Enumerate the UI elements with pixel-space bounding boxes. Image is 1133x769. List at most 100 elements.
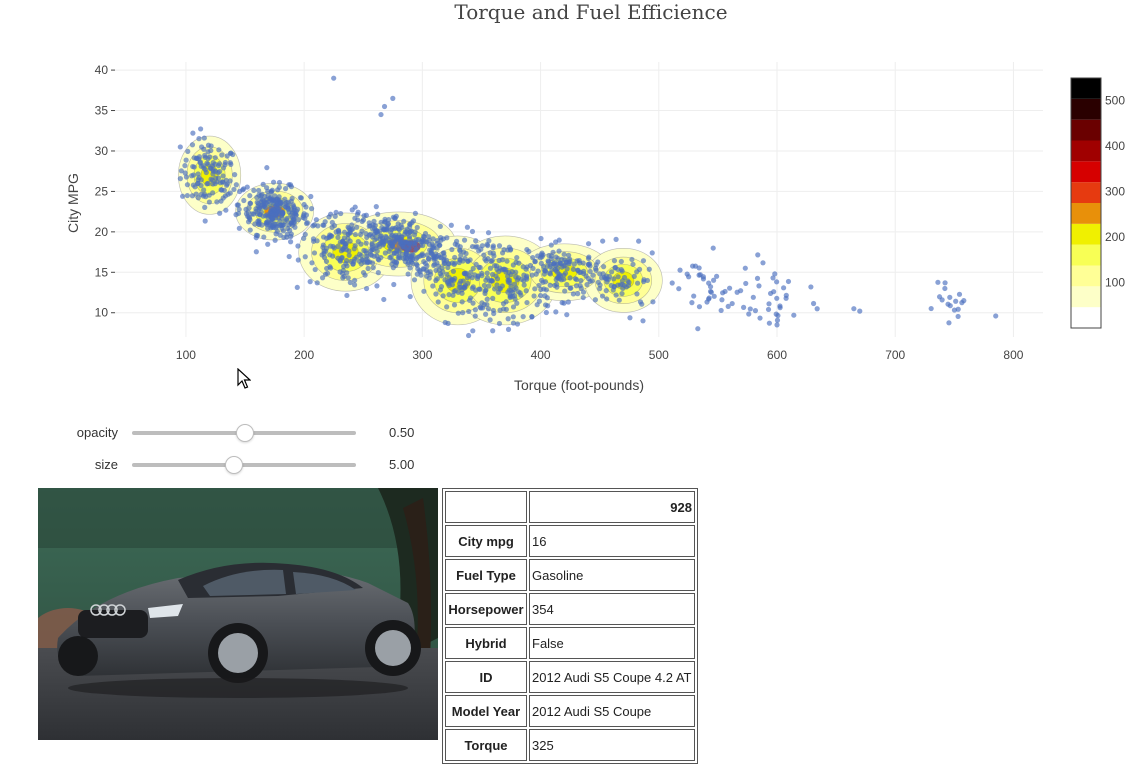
- scatter-point[interactable]: [333, 209, 339, 216]
- scatter-point[interactable]: [449, 282, 456, 288]
- scatter-point[interactable]: [193, 191, 199, 197]
- scatter-point[interactable]: [472, 307, 479, 313]
- scatter-point[interactable]: [270, 179, 277, 185]
- scatter-point[interactable]: [481, 301, 487, 308]
- scatter-point[interactable]: [465, 332, 472, 339]
- scatter-point[interactable]: [198, 144, 205, 150]
- scatter-point[interactable]: [399, 251, 406, 257]
- scatter-point[interactable]: [603, 288, 609, 294]
- size-slider[interactable]: [132, 456, 356, 474]
- scatter-point[interactable]: [328, 211, 334, 217]
- scatter-point[interactable]: [351, 282, 358, 288]
- scatter-point[interactable]: [190, 163, 196, 170]
- scatter-point[interactable]: [401, 255, 407, 262]
- scatter-point[interactable]: [254, 232, 261, 239]
- scatter-point[interactable]: [362, 272, 368, 278]
- scatter-point[interactable]: [631, 273, 637, 279]
- scatter-point[interactable]: [442, 319, 448, 326]
- scatter-point[interactable]: [250, 211, 256, 217]
- scatter-point[interactable]: [216, 161, 223, 167]
- scatter-point[interactable]: [539, 250, 545, 256]
- scatter-point[interactable]: [183, 174, 190, 180]
- scatter-point[interactable]: [338, 210, 344, 217]
- scatter-point[interactable]: [555, 255, 561, 262]
- scatter-point[interactable]: [265, 214, 271, 220]
- scatter-point[interactable]: [202, 152, 208, 159]
- scatter-point[interactable]: [302, 254, 308, 260]
- scatter-point[interactable]: [205, 161, 211, 167]
- scatter-point[interactable]: [509, 269, 515, 275]
- scatter-point[interactable]: [706, 280, 712, 286]
- scatter-point[interactable]: [375, 270, 381, 276]
- scatter-point[interactable]: [754, 275, 761, 281]
- scatter-point[interactable]: [329, 224, 335, 230]
- scatter-point[interactable]: [308, 193, 314, 200]
- scatter-point[interactable]: [388, 245, 394, 252]
- outlier-point[interactable]: [993, 313, 999, 319]
- scatter-point[interactable]: [272, 193, 278, 199]
- scatter-point[interactable]: [375, 211, 381, 217]
- scatter-point[interactable]: [619, 268, 625, 274]
- scatter-point[interactable]: [286, 253, 292, 260]
- scatter-point[interactable]: [307, 279, 313, 285]
- scatter-point[interactable]: [382, 238, 389, 244]
- scatter-point[interactable]: [413, 256, 419, 262]
- scatter-point[interactable]: [374, 248, 380, 254]
- scatter-point[interactable]: [217, 180, 223, 186]
- scatter-point[interactable]: [947, 294, 953, 300]
- outlier-point[interactable]: [381, 103, 388, 110]
- scatter-point[interactable]: [208, 147, 214, 154]
- scatter-point[interactable]: [514, 254, 520, 261]
- scatter-point[interactable]: [465, 280, 471, 286]
- scatter-point[interactable]: [553, 277, 559, 283]
- scatter-point[interactable]: [420, 238, 426, 244]
- scatter-point[interactable]: [338, 248, 345, 254]
- scatter-point[interactable]: [606, 273, 613, 280]
- scatter-point[interactable]: [190, 172, 197, 178]
- scatter-point[interactable]: [288, 233, 294, 240]
- scatter-point[interactable]: [282, 186, 289, 192]
- scatter-point[interactable]: [619, 281, 625, 287]
- scatter-point[interactable]: [530, 265, 536, 272]
- scatter-point[interactable]: [429, 245, 435, 251]
- scatter-point[interactable]: [629, 256, 635, 263]
- scatter-point[interactable]: [309, 260, 315, 266]
- scatter-point[interactable]: [369, 260, 376, 266]
- scatter-point[interactable]: [562, 288, 568, 294]
- scatter-point[interactable]: [358, 261, 364, 267]
- scatter-point[interactable]: [747, 306, 753, 312]
- scatter-point[interactable]: [766, 301, 772, 307]
- scatter-point[interactable]: [551, 260, 557, 267]
- scatter-point[interactable]: [381, 296, 387, 303]
- scatter-point[interactable]: [615, 282, 621, 288]
- scatter-point[interactable]: [370, 265, 376, 271]
- scatter-point[interactable]: [505, 279, 511, 285]
- scatter-point[interactable]: [577, 283, 583, 289]
- scatter-point[interactable]: [571, 261, 577, 267]
- scatter-point[interactable]: [467, 295, 474, 301]
- scatter-point[interactable]: [310, 223, 316, 229]
- scatter-point[interactable]: [231, 186, 237, 193]
- scatter-point[interactable]: [505, 326, 512, 332]
- scatter-point[interactable]: [536, 282, 542, 289]
- scatter-point[interactable]: [220, 195, 226, 201]
- scatter-point[interactable]: [542, 268, 548, 274]
- scatter-point[interactable]: [781, 285, 787, 291]
- scatter-point[interactable]: [349, 222, 355, 228]
- scatter-point[interactable]: [354, 224, 360, 230]
- scatter-point[interactable]: [432, 261, 438, 267]
- scatter-point[interactable]: [407, 221, 413, 228]
- scatter-point[interactable]: [475, 273, 481, 280]
- scatter-point[interactable]: [340, 238, 346, 244]
- scatter-point[interactable]: [490, 245, 496, 251]
- scatter-point[interactable]: [431, 255, 437, 261]
- scatter-point[interactable]: [195, 177, 201, 183]
- scatter-point[interactable]: [388, 229, 394, 235]
- scatter-point[interactable]: [547, 271, 554, 277]
- scatter-point[interactable]: [247, 193, 253, 199]
- scatter-point[interactable]: [696, 265, 702, 271]
- scatter-point[interactable]: [722, 288, 728, 295]
- scatter-point[interactable]: [565, 299, 571, 305]
- scatter-point[interactable]: [585, 255, 592, 262]
- scatter-point[interactable]: [345, 231, 351, 238]
